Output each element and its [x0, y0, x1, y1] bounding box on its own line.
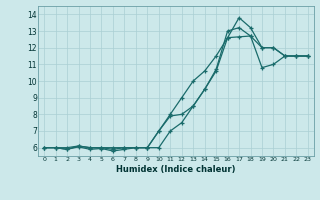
- X-axis label: Humidex (Indice chaleur): Humidex (Indice chaleur): [116, 165, 236, 174]
